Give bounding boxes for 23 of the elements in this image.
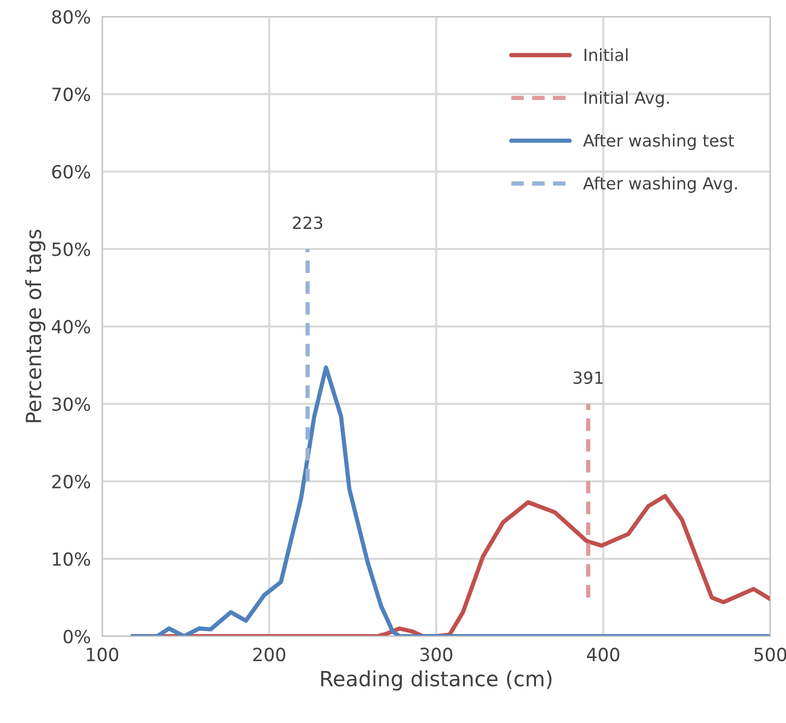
x-tick-label: 100 (86, 648, 118, 662)
line-series (130, 365, 770, 636)
legend-label: Initial (584, 48, 628, 62)
annotation: 391 (574, 371, 603, 384)
y-tick-label: 80% (52, 10, 90, 24)
y-tick-label: 0% (64, 630, 90, 644)
x-tick-label: 300 (420, 648, 452, 662)
annotation: 223 (292, 216, 322, 230)
y-axis-title: Percentage of tags (25, 230, 46, 422)
legend-label: After washing Avg. (583, 176, 737, 193)
y-tick-label: 60% (52, 164, 90, 179)
x-tick-label: 500 (754, 648, 786, 662)
y-tick-label: 30% (52, 397, 90, 411)
x-tick-label: 400 (586, 648, 620, 662)
x-axis-title: Reading distance (cm) (321, 670, 552, 691)
y-tick-label: 50% (52, 242, 90, 256)
legend-label: Initial Avg. (584, 91, 669, 108)
y-tick-label: 20% (52, 474, 90, 488)
y-tick-label: 70% (52, 88, 90, 102)
y-tick-label: 10% (52, 552, 90, 566)
y-tick-label: 40% (52, 320, 90, 334)
legend-label: After washing test (583, 134, 734, 150)
x-tick-label: 200 (253, 648, 286, 662)
